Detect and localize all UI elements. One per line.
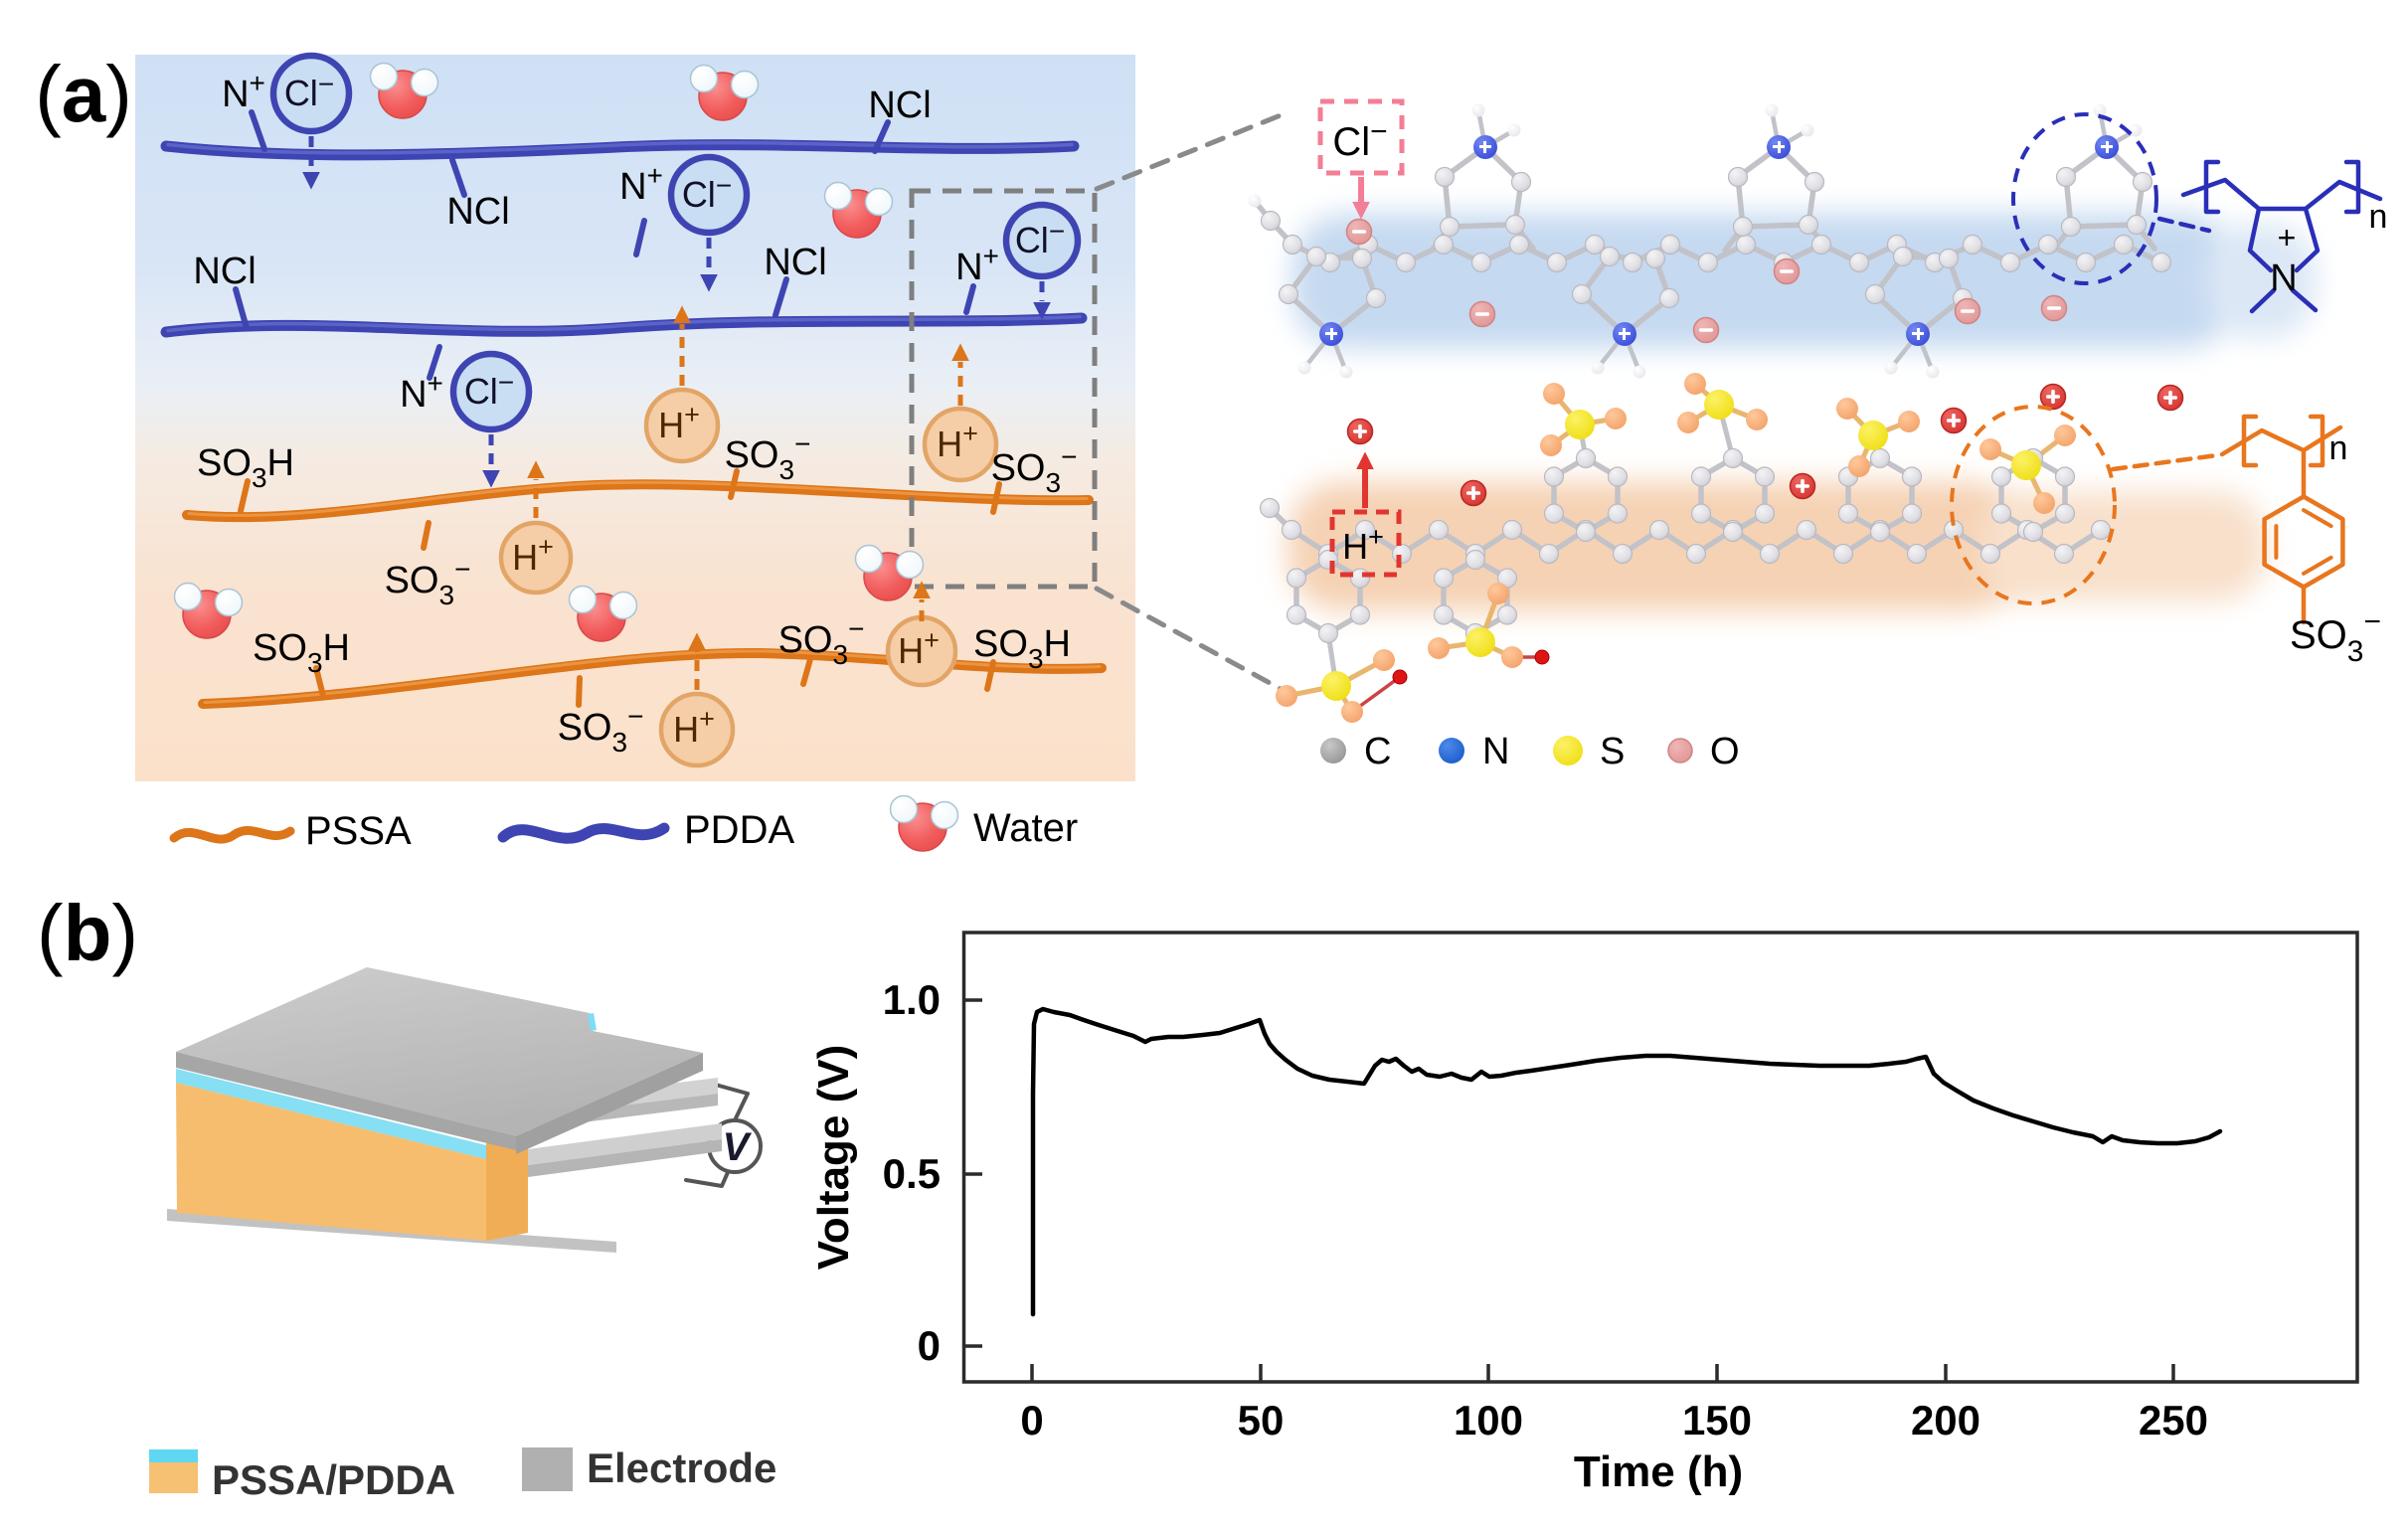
svg-text:NCl: NCl — [764, 242, 826, 283]
svg-text:S: S — [1600, 731, 1625, 772]
svg-text:NCl: NCl — [446, 191, 509, 233]
svg-text:1.0: 1.0 — [883, 976, 941, 1023]
svg-text:NCl: NCl — [868, 85, 931, 126]
svg-text:H+: H+ — [898, 625, 940, 671]
svg-text:Time (h): Time (h) — [1574, 1447, 1743, 1496]
svg-text:n: n — [2329, 429, 2348, 467]
svg-text:N: N — [2270, 257, 2297, 299]
svg-text:150: 150 — [1682, 1397, 1752, 1444]
svg-text:SO3−: SO3− — [2290, 605, 2381, 668]
svg-text:200: 200 — [1911, 1397, 1980, 1444]
svg-text:Cl−: Cl− — [682, 170, 732, 215]
svg-text:(a): (a) — [35, 50, 132, 138]
svg-text:0: 0 — [918, 1322, 941, 1369]
svg-text:N+: N+ — [955, 241, 999, 288]
svg-text:Voltage (V): Voltage (V) — [809, 1045, 858, 1271]
svg-text:V: V — [723, 1125, 753, 1169]
svg-text:0: 0 — [1020, 1397, 1043, 1444]
svg-text:0.5: 0.5 — [883, 1150, 941, 1197]
svg-text:PDDA: PDDA — [684, 808, 794, 852]
svg-text:50: 50 — [1238, 1397, 1285, 1444]
svg-text:Cl−: Cl− — [1332, 115, 1387, 164]
svg-text:n: n — [2369, 198, 2388, 236]
svg-text:100: 100 — [1454, 1397, 1523, 1444]
svg-text:C: C — [1364, 731, 1391, 772]
svg-text:PSSA/PDDA: PSSA/PDDA — [212, 1456, 455, 1503]
svg-text:Electrode: Electrode — [587, 1445, 776, 1491]
svg-text:(b): (b) — [37, 889, 138, 977]
svg-text:250: 250 — [2139, 1397, 2208, 1444]
svg-text:Water: Water — [973, 806, 1078, 850]
svg-text:N: N — [1482, 731, 1509, 772]
svg-text:NCl: NCl — [193, 251, 256, 292]
svg-text:+: + — [2278, 220, 2297, 255]
svg-text:PSSA: PSSA — [305, 809, 412, 853]
svg-text:O: O — [1710, 731, 1740, 772]
